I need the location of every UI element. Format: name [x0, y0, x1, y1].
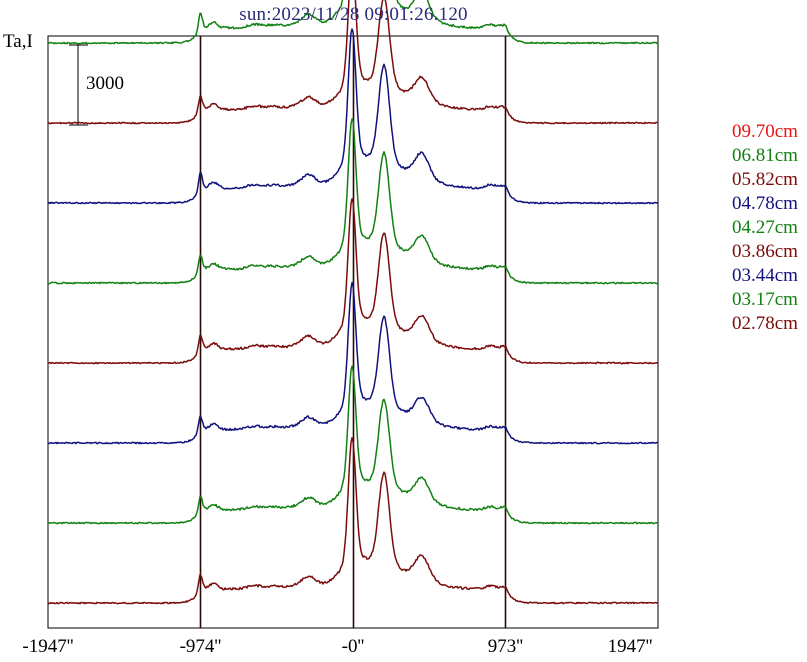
series-line-04.78cm — [47, 28, 659, 205]
series-line-04.27cm — [47, 118, 659, 285]
chart-title: sun:2023/11/28 09:01:26.120 — [239, 4, 468, 25]
legend-entry: 09.70cm — [732, 121, 798, 142]
series-line-02.78cm — [47, 437, 659, 605]
series-line-03.86cm — [47, 198, 659, 365]
legend: 09.70cm 06.81cm 05.82cm 04.78cm 04.27cm 03.86… — [732, 120, 807, 336]
legend-entry: 04.78cm — [732, 193, 798, 214]
legend-entry: 05.82cm — [732, 169, 798, 190]
x-tick-label: 973'' — [487, 636, 524, 657]
legend-entry: 06.81cm — [732, 145, 798, 166]
y-axis-label: Ta,I — [3, 31, 33, 52]
series-line-06.81cm — [47, 0, 659, 45]
x-tick-label: -974'' — [179, 636, 222, 657]
x-tick-label: -1947'' — [22, 636, 74, 657]
x-tick-label: -0'' — [341, 636, 365, 657]
series-line-03.44cm — [47, 281, 659, 445]
legend-entry: 03.86cm — [732, 241, 798, 262]
x-tick-label: 1947'' — [607, 636, 653, 657]
series-line-03.17cm — [48, 365, 659, 525]
scale-bar-label: 3000 — [86, 73, 124, 94]
legend-entry: 02.78cm — [732, 313, 798, 334]
legend-entry: 03.44cm — [732, 265, 798, 286]
series-line-05.82cm — [47, 0, 659, 125]
legend-entry: 03.17cm — [732, 289, 798, 310]
legend-entry: 04.27cm — [732, 217, 798, 238]
